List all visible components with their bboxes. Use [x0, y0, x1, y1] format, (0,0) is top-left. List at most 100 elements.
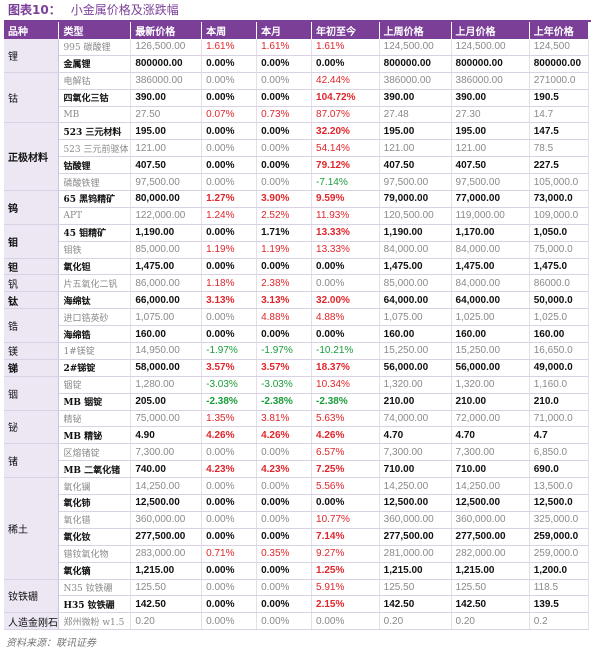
latest-price-cell: 1,215.00	[130, 562, 203, 580]
last-month-price-cell: 1,215.00	[451, 562, 530, 580]
variety-cell: 人造金刚石	[4, 612, 60, 631]
table-row: MB 27.50 0.07% 0.73% 87.07% 27.48 27.30 14.7	[4, 106, 590, 124]
latest-price-cell: 407.50	[130, 156, 203, 175]
ytd-change-cell: 7.25%	[311, 460, 380, 479]
last-year-price-cell: 49,000.0	[529, 359, 590, 377]
month-change-cell: 0.00%	[256, 579, 313, 597]
week-change-cell: 0.00%	[201, 139, 258, 158]
week-change-cell: 0.00%	[201, 579, 258, 597]
latest-price-cell: 85,000.00	[130, 241, 203, 259]
last-year-price-cell: 1,475.0	[529, 258, 590, 276]
last-year-price-cell: 0.2	[529, 612, 590, 631]
last-week-price-cell: 1,475.00	[379, 258, 452, 276]
last-month-price-cell: 56,000.00	[451, 359, 530, 377]
week-change-cell: 1.18%	[201, 274, 258, 293]
last-year-price-cell: 259,000.0	[529, 545, 590, 563]
last-week-price-cell: 281,000.00	[379, 545, 452, 563]
type-cell: 氧化钕	[58, 528, 132, 546]
ytd-change-cell: 2.15%	[311, 595, 380, 614]
table-row: 钨 65 黑钨精矿 80,000.00 1.27% 3.90% 9.59% 79,000.0…	[4, 190, 590, 225]
ytd-change-cell: 10.34%	[311, 376, 380, 394]
type-cell: 四氧化三钴	[58, 89, 132, 107]
latest-price-cell: 125.50	[130, 579, 203, 597]
last-week-price-cell: 84,000.00	[379, 241, 452, 259]
table-body: 锂 995 碳酸锂 126,500.00 1.61% 1.61% 1.61% 124,500…	[4, 39, 590, 631]
last-week-price-cell: 74,000.00	[379, 410, 452, 428]
ytd-change-cell: 4.26%	[311, 426, 380, 445]
table-row: APT 122,000.00 1.24% 2.52% 11.93% 120,500.00 1…	[4, 207, 590, 225]
ytd-change-cell: 32.20%	[311, 122, 380, 141]
latest-price-cell: 1,280.00	[130, 376, 203, 394]
table-row: 氧化镨 360,000.00 0.00% 0.00% 10.77% 360,000.00 3…	[4, 511, 590, 529]
latest-price-cell: 75,000.00	[130, 410, 203, 428]
type-cell: 45 钼精矿	[58, 224, 132, 242]
type-cell: 郑州微粉 w1.5	[58, 612, 132, 631]
type-cell: 海绵锆	[58, 325, 132, 344]
last-year-price-cell: 86000.0	[529, 274, 590, 293]
month-change-cell: 0.00%	[256, 562, 313, 580]
week-change-cell: 4.26%	[201, 426, 258, 445]
last-month-price-cell: 1,475.00	[451, 258, 530, 276]
header-type: 类型	[58, 22, 132, 39]
last-year-price-cell: 12,500.0	[529, 494, 590, 512]
last-week-price-cell: 142.50	[379, 595, 452, 614]
month-change-cell: 0.73%	[256, 106, 313, 124]
month-change-cell: 0.00%	[256, 139, 313, 158]
ytd-change-cell: 42.44%	[311, 72, 380, 90]
week-change-cell: 0.00%	[201, 612, 258, 631]
last-month-price-cell: 4.70	[451, 426, 530, 445]
table-header: 品种 类型 最新价格 本周 本月 年初至今 上周价格 上月价格 上年价格	[4, 22, 590, 39]
last-year-price-cell: 16,650.0	[529, 342, 590, 360]
month-change-cell: 0.00%	[256, 528, 313, 546]
table-row: 人造金刚石 郑州微粉 w1.5 0.20 0.00% 0.00% 0.00% 0.20 0.2…	[4, 612, 590, 631]
last-month-price-cell: 142.50	[451, 595, 530, 614]
table-row: 铋精铋 75,000.00 1.35% 3.81% 5.63% 74,000.00 72,0…	[4, 410, 590, 445]
last-year-price-cell: 259,000.0	[529, 528, 590, 546]
latest-price-cell: 58,000.00	[130, 359, 203, 377]
last-year-price-cell: 210.0	[529, 393, 590, 411]
type-cell: 海绵钛	[58, 291, 132, 310]
last-year-price-cell: 690.0	[529, 460, 590, 479]
ytd-change-cell: 13.33%	[311, 241, 380, 259]
month-change-cell: 0.00%	[256, 89, 313, 107]
last-week-price-cell: 360,000.00	[379, 511, 452, 529]
last-week-price-cell: 64,000.00	[379, 291, 452, 310]
header-last-year: 上年价格	[529, 22, 590, 39]
month-change-cell: 0.00%	[256, 443, 313, 462]
latest-price-cell: 277,500.00	[130, 528, 203, 546]
latest-price-cell: 7,300.00	[130, 443, 203, 462]
ytd-change-cell: 7.14%	[311, 528, 380, 546]
last-month-price-cell: 77,000.00	[451, 190, 530, 208]
latest-price-cell: 14,950.00	[130, 342, 203, 360]
last-month-price-cell: 121.00	[451, 139, 530, 158]
month-change-cell: -1.97%	[256, 342, 313, 360]
last-week-price-cell: 800000.00	[379, 55, 452, 73]
variety-cell: 稀土	[4, 477, 60, 580]
last-week-price-cell: 27.48	[379, 106, 452, 124]
last-week-price-cell: 710.00	[379, 460, 452, 479]
last-week-price-cell: 210.00	[379, 393, 452, 411]
latest-price-cell: 205.00	[130, 393, 203, 411]
table-row: MB 铟锭 205.00 -2.38% -2.38% -2.38% 210.00 210.0…	[4, 393, 590, 411]
ytd-change-cell: 5.91%	[311, 579, 380, 597]
last-month-price-cell: 12,500.00	[451, 494, 530, 512]
latest-price-cell: 121.00	[130, 139, 203, 158]
ytd-change-cell: 104.72%	[311, 89, 380, 107]
week-change-cell: 0.00%	[201, 55, 258, 73]
table-row: 镁 1#镁锭 14,950.00 -1.97% -1.97% -10.21% 15,250.…	[4, 342, 590, 360]
month-change-cell: 1.19%	[256, 241, 313, 259]
month-change-cell: 0.35%	[256, 545, 313, 563]
week-change-cell: 1.19%	[201, 241, 258, 259]
latest-price-cell: 27.50	[130, 106, 203, 124]
last-month-price-cell: 84,000.00	[451, 241, 530, 259]
type-cell: 氧化镝	[58, 562, 132, 580]
table-row: H35 钕铁硼 142.50 0.00% 0.00% 2.15% 142.50 142.50…	[4, 595, 590, 614]
type-cell: 铟锭	[58, 376, 132, 394]
month-change-cell: 0.00%	[256, 156, 313, 175]
ytd-change-cell: 0.00%	[311, 612, 380, 631]
week-change-cell: 1.61%	[201, 39, 258, 56]
last-week-price-cell: 124,500.00	[379, 39, 452, 56]
week-change-cell: 0.00%	[201, 562, 258, 580]
latest-price-cell: 86,000.00	[130, 274, 203, 293]
source-note: 资料来源：联讯证券	[6, 638, 96, 650]
